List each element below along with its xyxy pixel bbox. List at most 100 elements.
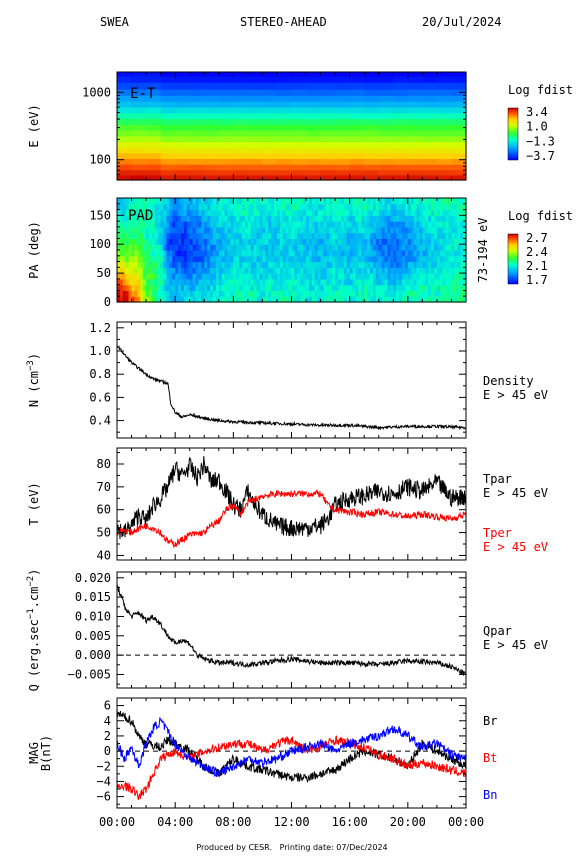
pad-cell <box>279 273 284 280</box>
pad-cell <box>122 226 127 234</box>
pad-cell <box>355 284 359 292</box>
pad-cell <box>402 244 406 251</box>
pad-cell <box>137 215 141 222</box>
et-cell <box>306 101 322 108</box>
pad-cell <box>300 198 304 205</box>
et-cell <box>422 147 438 154</box>
pad-cell <box>218 215 223 222</box>
pad-cell <box>355 261 359 268</box>
pad-cell <box>332 284 336 292</box>
pad-cell <box>431 232 435 240</box>
pad-cell <box>230 238 234 245</box>
mag-ytick-label: −4 <box>97 774 111 788</box>
density-ytick-label: 0.6 <box>89 390 111 404</box>
pad-cell <box>143 250 147 257</box>
et-cell <box>262 89 278 96</box>
et-cell <box>117 174 133 181</box>
pad-cell <box>454 221 458 228</box>
pad-cell <box>346 267 351 274</box>
et-cell <box>262 135 278 143</box>
pad-cell <box>122 284 127 292</box>
pad-cell <box>134 209 138 216</box>
pad-cell <box>300 221 304 228</box>
et-cell <box>146 135 162 143</box>
pad-cell <box>242 296 246 303</box>
pad-cell <box>221 203 226 211</box>
pad-cell <box>207 238 211 245</box>
et-cell <box>175 76 191 83</box>
pad-cell <box>317 278 322 286</box>
et-cell <box>349 101 365 108</box>
pad-cell <box>279 232 284 240</box>
pad-cell <box>183 203 188 211</box>
pad-cell <box>413 296 418 303</box>
pad-cell <box>402 203 406 211</box>
et-cell <box>131 112 147 120</box>
pad-cell <box>428 255 432 263</box>
pad-cell <box>381 221 386 228</box>
pad-cell <box>233 203 237 211</box>
pad-cell <box>291 250 296 257</box>
pad-cell <box>178 209 182 216</box>
pad-cell <box>227 296 232 303</box>
et-cell <box>393 89 409 96</box>
pad-cell <box>343 198 348 205</box>
pad-cell <box>303 203 307 211</box>
density-ytick-label: 1.2 <box>89 321 111 335</box>
pad-cell <box>282 255 287 263</box>
et-cell <box>160 135 176 143</box>
et-cell <box>175 82 191 90</box>
pad-cell <box>448 267 453 274</box>
et-cell <box>146 124 162 131</box>
mag-legend-br: Br <box>483 714 497 728</box>
pad-cell <box>463 255 467 263</box>
pad-cell <box>329 255 333 263</box>
et-cell <box>306 89 322 96</box>
et-cell <box>262 82 278 90</box>
pad-cell <box>314 261 319 268</box>
pad-cell <box>297 296 301 303</box>
pad-cell <box>160 215 165 222</box>
pad-cell <box>233 226 237 234</box>
pad-cell <box>442 244 447 251</box>
pad-cell <box>436 290 441 297</box>
pad-cell <box>198 215 202 222</box>
pad-cell <box>163 261 168 268</box>
pad-cell <box>239 209 243 216</box>
pad-cell <box>215 296 220 303</box>
pad-cell <box>215 290 220 297</box>
pad-cell <box>259 226 264 234</box>
pad-cell <box>151 244 156 251</box>
pad-cell <box>349 244 354 251</box>
pad-cell <box>407 215 412 222</box>
pad-cell <box>288 284 293 292</box>
et-cell <box>407 124 423 131</box>
pad-cell <box>157 290 162 297</box>
pad-cell <box>163 215 168 222</box>
pad-cell <box>375 215 380 222</box>
pad-cell <box>183 273 188 280</box>
pad-cell <box>370 198 374 205</box>
pad-cell <box>247 221 252 228</box>
et-cell <box>131 141 147 148</box>
et-cell <box>291 147 307 154</box>
pad-cell <box>335 221 339 228</box>
pad-cell <box>402 198 406 205</box>
pad-cell <box>282 284 287 292</box>
pad-cell <box>442 255 447 263</box>
pad-cell <box>326 290 330 297</box>
pad-cell <box>346 273 351 280</box>
pad-cell <box>244 255 249 263</box>
pad-cell <box>352 198 357 205</box>
pad-cell <box>335 284 339 292</box>
pad-cell <box>169 284 173 292</box>
pad-cell <box>384 250 389 257</box>
et-cell <box>306 82 322 90</box>
pad-cell <box>390 296 394 303</box>
pad-cell <box>224 238 229 245</box>
pad-cell <box>463 244 467 251</box>
pad-cell <box>434 250 438 257</box>
pad-cell <box>218 296 223 303</box>
pad-cell <box>306 250 310 257</box>
pad-cell <box>431 209 435 216</box>
